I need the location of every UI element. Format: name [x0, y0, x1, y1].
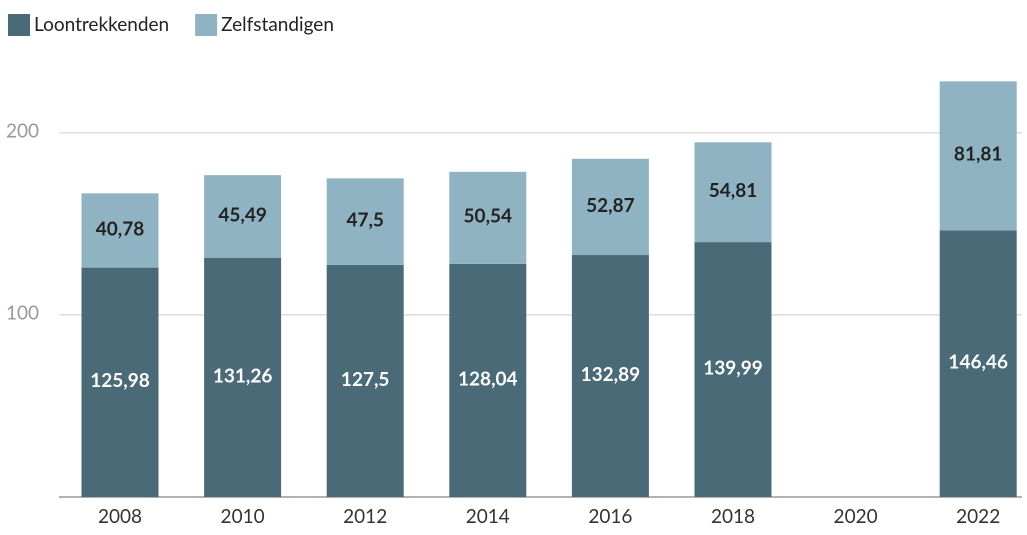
bar-segment [939, 81, 1017, 231]
data-label: 47,5 [346, 208, 384, 231]
x-tick-label: 2018 [711, 505, 755, 528]
bar-segment [939, 230, 1017, 498]
legend-label: Loontrekkenden [34, 13, 169, 36]
data-label: 54,81 [709, 179, 758, 202]
data-label: 128,04 [458, 367, 518, 390]
bar-segment [571, 255, 649, 497]
bar-segment [449, 171, 527, 264]
legend-swatch [195, 14, 218, 36]
bar-segment [204, 175, 282, 258]
data-label: 131,26 [213, 364, 273, 387]
bar-segment [326, 264, 404, 497]
bar-segment [326, 178, 404, 265]
x-tick-label: 2010 [221, 505, 265, 528]
bar-segment [449, 263, 527, 497]
bar-segment [694, 242, 772, 497]
x-tick-label: 2020 [834, 505, 878, 528]
data-label: 127,5 [341, 368, 390, 391]
x-tick-label: 2022 [956, 505, 1000, 528]
data-label: 81,81 [954, 143, 1003, 166]
data-label: 52,87 [586, 194, 635, 217]
bar-segment [81, 193, 159, 268]
x-tick-label: 2012 [343, 505, 387, 528]
bar-segment [694, 142, 772, 243]
legend-label: Zelfstandigen [221, 13, 334, 36]
data-label: 146,46 [948, 351, 1008, 374]
data-label: 50,54 [464, 205, 513, 228]
data-label: 45,49 [218, 203, 267, 226]
data-label: 139,99 [703, 356, 763, 379]
data-label: 132,89 [581, 363, 641, 386]
bar-segment [81, 267, 159, 497]
x-tick-label: 2016 [588, 505, 632, 528]
legend-swatch [8, 14, 30, 36]
y-tick-label: 100 [6, 302, 39, 325]
x-tick-label: 2014 [466, 505, 510, 528]
bar-segment [204, 257, 282, 497]
bar-segment [571, 158, 649, 256]
x-tick-label: 2008 [98, 505, 142, 528]
data-label: 40,78 [96, 217, 145, 240]
data-label: 125,98 [90, 369, 150, 392]
y-tick-label: 200 [6, 120, 39, 143]
